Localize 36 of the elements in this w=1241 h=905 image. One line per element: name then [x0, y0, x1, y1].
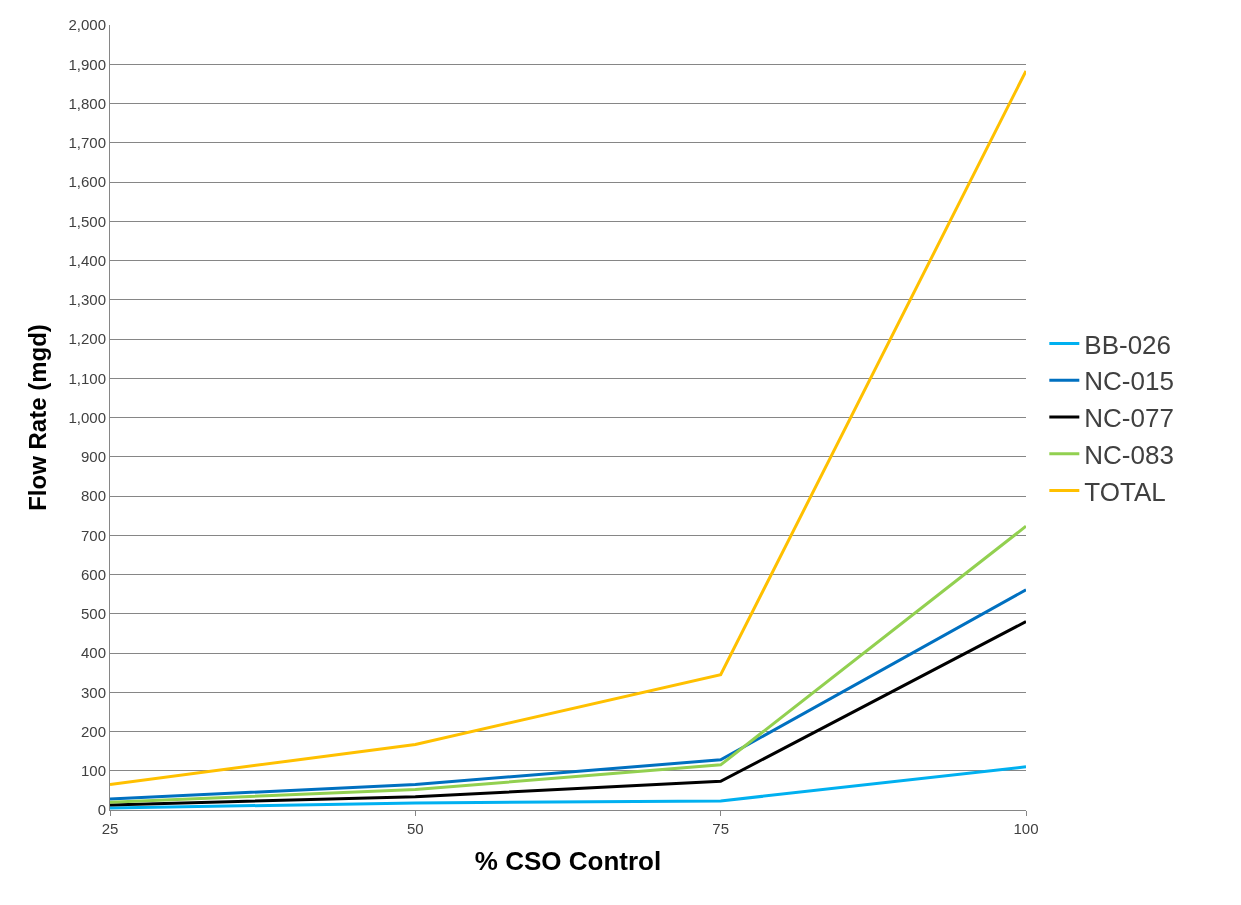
y-tick-label: 1,200 — [68, 330, 106, 348]
y-axis-title: Flow Rate (mgd) — [23, 324, 51, 511]
y-tick-label: 0 — [97, 801, 106, 819]
y-tick-label: 1,300 — [68, 291, 106, 308]
y-tick-label: 900 — [80, 448, 106, 465]
y-tick-label: 800 — [80, 487, 106, 505]
legend-label: NC-015 — [1084, 366, 1174, 397]
y-tick-label: 1,800 — [68, 94, 106, 112]
y-tick-label: 300 — [80, 683, 106, 701]
y-tick-label: 2,000 — [68, 16, 106, 34]
y-tick-label: 1,500 — [68, 212, 106, 230]
y-tick-label: 1,000 — [68, 408, 106, 426]
y-tick-label: 400 — [80, 644, 106, 662]
legend-label: NC-077 — [1084, 403, 1174, 434]
y-tick-label: 1,900 — [68, 55, 106, 73]
line-series — [110, 524, 1026, 804]
x-axis-title: % CSO Control — [474, 845, 662, 876]
line-series — [110, 620, 1026, 807]
line-series — [110, 69, 1026, 786]
legend-label: TOTAL — [1084, 476, 1166, 507]
y-tick-label: 1,100 — [68, 369, 106, 387]
line-series — [110, 588, 1026, 801]
y-tick-label: 200 — [80, 722, 106, 740]
legend-label: NC-083 — [1084, 439, 1174, 470]
y-tick-label: 600 — [80, 565, 106, 583]
x-tick-label: 50 — [406, 820, 424, 837]
legend-label: BB-026 — [1084, 329, 1172, 360]
x-tick-label: 25 — [101, 820, 119, 837]
y-tick-label: 1,400 — [68, 251, 106, 269]
y-tick-label: 500 — [80, 605, 106, 622]
y-tick-label: 100 — [80, 762, 106, 779]
x-tick-label: 75 — [712, 820, 730, 837]
y-tick-label: 1,600 — [68, 173, 106, 191]
y-tick-label: 1,700 — [68, 134, 106, 151]
y-tick-label: 700 — [80, 526, 106, 544]
x-tick-label: 100 — [1013, 820, 1039, 837]
